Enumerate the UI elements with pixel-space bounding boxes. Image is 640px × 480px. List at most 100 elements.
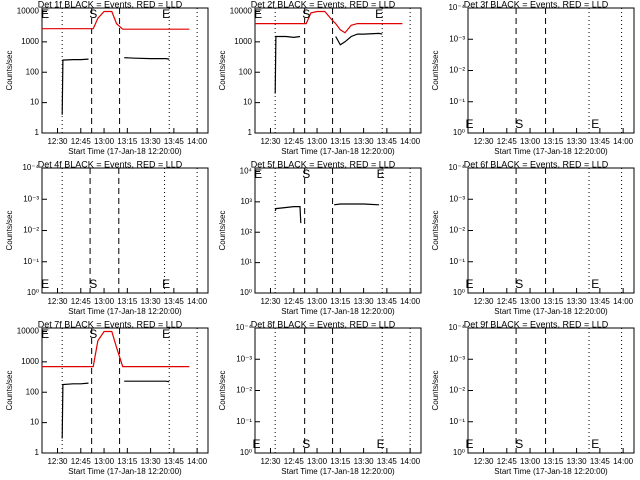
x-tick-label: 14:00 [187,457,208,466]
annotation: S [515,437,523,451]
panel-title: Det 9f BLACK = Events, RED = LLD [464,319,609,329]
x-tick-label: 12:30 [473,137,494,146]
x-axis-label: Start Time (17-Jan-18 12:20:00) [281,307,395,316]
annotation: S [302,437,310,451]
x-tick-label: 13:15 [330,297,351,306]
y-tick-label: 10000 [17,327,40,336]
x-axis-label: Start Time (17-Jan-18 12:20:00) [68,307,182,316]
y-axis-label: Counts/sec [5,370,14,410]
y-axis-label: Counts/sec [431,50,440,90]
y-tick-label: 10⁰ [240,448,252,457]
annotation: E [254,7,262,21]
x-tick-label: 13:30 [141,457,162,466]
y-tick-label: 10⁻⁴ [448,163,465,172]
annotation: E [377,167,385,181]
x-tick-label: 13:00 [94,297,115,306]
annotation: S [515,277,523,291]
x-tick-label: 13:15 [330,137,351,146]
x-tick-label: 12:45 [497,457,518,466]
plot-frame [41,327,209,454]
y-tick-label: 1000 [234,37,252,46]
panel-title: Det 8f BLACK = Events, RED = LLD [251,319,396,329]
annotation: E [375,7,383,21]
x-tick-label: 12:45 [71,297,92,306]
x-tick-label: 13:00 [307,457,328,466]
series-line [42,10,190,30]
annotation: E [41,277,49,291]
y-tick-label: 10⁰ [453,448,465,457]
x-tick-label: 12:30 [47,297,68,306]
y-tick-label: 100 [26,67,40,76]
annotation: S [302,7,310,21]
x-tick-label: 13:00 [307,137,328,146]
y-axis-label: Counts/sec [431,370,440,410]
annotation: E [591,277,599,291]
x-tick-label: 14:00 [187,137,208,146]
y-tick-label: 10⁻⁴ [22,163,39,172]
y-tick-label: 10² [240,227,252,236]
annotation: S [89,327,97,341]
annotation: E [591,437,599,451]
y-axis-label: Counts/sec [5,210,14,250]
x-tick-label: 12:30 [260,297,281,306]
y-axis-label: Counts/sec [218,50,227,90]
x-tick-label: 13:45 [590,137,611,146]
y-tick-label: 10⁻² [449,386,465,395]
y-axis-label: Counts/sec [431,210,440,250]
y-tick-label: 10⁻² [236,386,252,395]
series-line [274,32,383,94]
y-tick-label: 10⁻¹ [23,257,39,266]
panel: Det 3f BLACK = Events, RED = LLD 10⁰ 10⁻¹ 1… [431,0,635,156]
x-axis-label: Start Time (17-Jan-18 12:20:00) [494,147,608,156]
y-tick-label: 100 [239,67,253,76]
panel: Det 7f BLACK = Events, RED = LLD 1 10 100 10… [5,319,209,476]
y-tick-label: 10⁻³ [449,194,465,203]
y-tick-label: 100 [26,387,40,396]
y-tick-label: 1000 [21,357,39,366]
y-tick-label: 10⁴ [240,167,253,176]
panel-title: Det 2f BLACK = Events, RED = LLD [251,0,396,9]
y-tick-label: 10¹ [240,258,252,267]
x-tick-label: 13:30 [567,297,588,306]
x-tick-label: 13:00 [520,297,541,306]
panel-title: Det 5f BLACK = Events, RED = LLD [251,159,396,169]
x-tick-label: 13:15 [117,297,138,306]
y-tick-label: 10⁰ [27,288,39,297]
x-tick-label: 13:45 [164,137,185,146]
x-tick-label: 13:00 [520,137,541,146]
annotation: E [254,167,262,181]
x-tick-label: 12:45 [497,137,518,146]
y-tick-label: 10⁻⁴ [448,323,465,332]
x-tick-label: 13:45 [377,297,398,306]
annotation: S [302,167,310,181]
series-line [61,380,170,439]
x-tick-label: 13:15 [117,137,138,146]
x-tick-label: 12:30 [260,457,281,466]
x-tick-label: 13:45 [164,297,185,306]
x-axis-label: Start Time (17-Jan-18 12:20:00) [494,307,608,316]
x-tick-label: 13:30 [141,297,162,306]
y-tick-label: 10⁻³ [23,194,39,203]
x-tick-label: 13:45 [590,457,611,466]
x-tick-label: 12:30 [260,137,281,146]
x-axis-label: Start Time (17-Jan-18 12:20:00) [68,467,182,476]
x-tick-label: 13:15 [117,457,138,466]
y-tick-label: 10000 [17,7,40,16]
panel-title: Det 7f BLACK = Events, RED = LLD [38,319,183,329]
x-tick-label: 13:30 [354,137,375,146]
x-tick-label: 12:45 [284,457,305,466]
x-tick-label: 13:30 [567,457,588,466]
x-tick-label: 14:00 [187,297,208,306]
y-tick-label: 10⁻⁴ [235,323,252,332]
annotation: E [253,437,261,451]
panel: Det 4f BLACK = Events, RED = LLD 10⁰ 10⁻¹ 1… [5,159,209,316]
panel-title: Det 6f BLACK = Events, RED = LLD [464,159,609,169]
plot-frame [41,7,209,134]
x-tick-label: 13:15 [543,297,564,306]
y-tick-label: 10⁻² [449,226,465,235]
annotation: E [377,437,385,451]
series-line [255,10,403,34]
panel: Det 6f BLACK = Events, RED = LLD 10⁰ 10⁻¹ 1… [431,159,635,316]
